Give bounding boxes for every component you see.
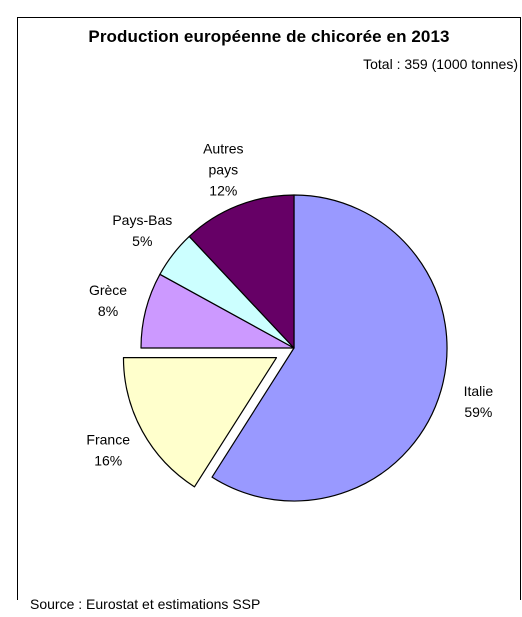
chart-title: Production européenne de chicorée en 201…: [88, 27, 450, 46]
pie-slice-italie: [211, 194, 448, 502]
pie-label-france: France 16%: [86, 432, 130, 469]
pie-label-italie: Italie 59%: [464, 383, 494, 420]
pie-label-autres-pays: Autres pays 12%: [203, 140, 243, 198]
source-note: Source : Eurostat et estimations SSP: [30, 596, 261, 612]
chart-frame: [17, 17, 521, 600]
chart-subtitle: Total : 359 (1000 tonnes): [363, 56, 518, 72]
pie-slices: [122, 194, 448, 502]
pie-label-pays-bas: Pays-Bas 5%: [112, 212, 172, 249]
pie-slice-france: [122, 357, 278, 488]
pie-labels: Italie 59% France 16% Grèce 8% Pays-Bas 5% Autre…: [86, 140, 493, 468]
pie-slice-autres-pays: [188, 194, 295, 349]
pie-label-grece: Grèce 8%: [89, 282, 127, 319]
